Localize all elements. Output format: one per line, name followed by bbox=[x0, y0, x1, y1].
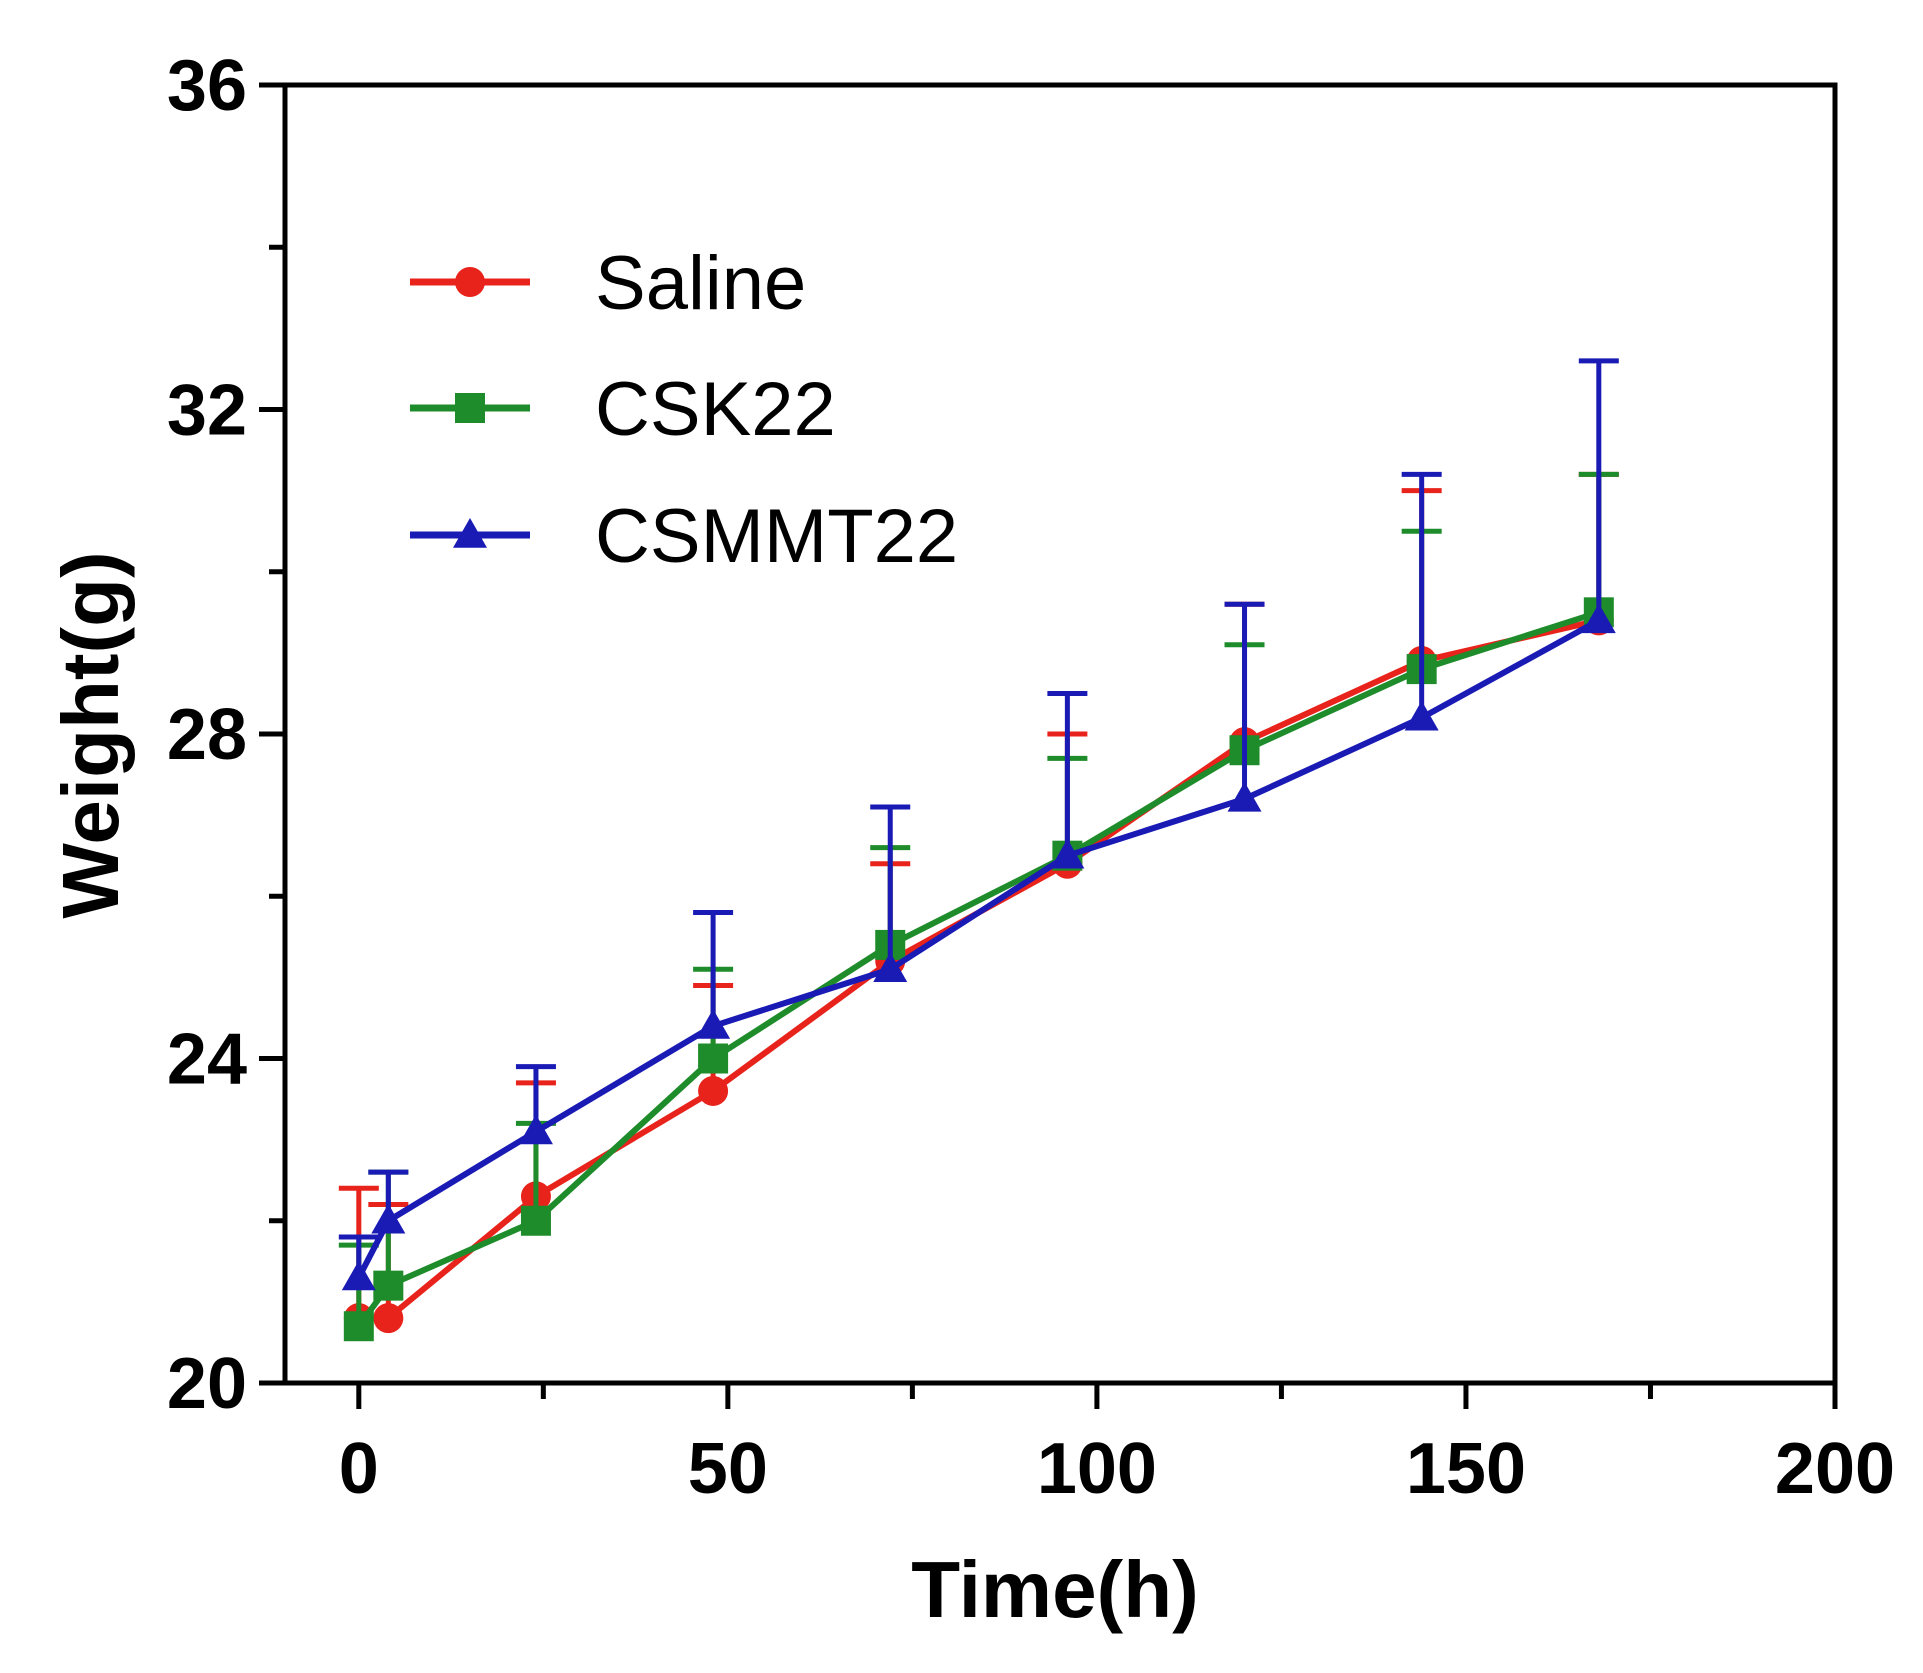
legend: Saline CSK22 CSMMT22 bbox=[410, 241, 958, 579]
legend-marker bbox=[455, 393, 485, 423]
data-point bbox=[1050, 838, 1085, 869]
data-point bbox=[1227, 781, 1262, 812]
axes-layer: 20 24 28 32 36 0 50 100 150 200 bbox=[167, 46, 1895, 1509]
x-tick-label: 100 bbox=[1037, 1429, 1157, 1509]
legend-item-saline: Saline bbox=[410, 241, 806, 326]
y-tick-label: 32 bbox=[167, 371, 247, 451]
legend-marker bbox=[455, 267, 485, 297]
y-axis-title: Weight(g) bbox=[46, 551, 135, 918]
x-tick-label: 150 bbox=[1406, 1429, 1526, 1509]
x-tick-label: 50 bbox=[688, 1429, 768, 1509]
data-point bbox=[1404, 700, 1439, 731]
legend-label: CSK22 bbox=[595, 367, 836, 452]
x-tick-label: 0 bbox=[339, 1429, 379, 1509]
legend-item-csk22: CSK22 bbox=[410, 367, 836, 452]
legend-marker bbox=[453, 518, 487, 548]
y-tick-label: 20 bbox=[167, 1344, 247, 1424]
y-tick-label: 24 bbox=[167, 1020, 247, 1100]
data-point bbox=[341, 1260, 376, 1291]
x-tick-label: 200 bbox=[1775, 1429, 1895, 1509]
y-tick-label: 28 bbox=[167, 695, 247, 775]
x-axis-title: Time(h) bbox=[911, 1545, 1198, 1634]
data-point bbox=[698, 1043, 729, 1074]
legend-label: Saline bbox=[595, 241, 806, 326]
data-point bbox=[373, 1270, 404, 1301]
data-point bbox=[371, 1203, 406, 1234]
series-csk22 bbox=[338, 471, 1619, 1342]
data-point bbox=[873, 952, 908, 983]
data-point bbox=[696, 1009, 731, 1039]
series-csmmt22 bbox=[338, 358, 1619, 1291]
series-saline bbox=[338, 471, 1619, 1334]
data-point bbox=[520, 1205, 551, 1236]
y-tick-label: 36 bbox=[167, 46, 247, 126]
data-point bbox=[698, 1075, 729, 1106]
data-point bbox=[1581, 603, 1616, 634]
data-point bbox=[518, 1114, 553, 1145]
legend-label: CSMMT22 bbox=[595, 494, 958, 579]
data-point bbox=[373, 1303, 404, 1334]
legend-item-csmmt22: CSMMT22 bbox=[410, 494, 958, 579]
series-layer bbox=[338, 358, 1619, 1342]
data-point bbox=[343, 1311, 374, 1342]
